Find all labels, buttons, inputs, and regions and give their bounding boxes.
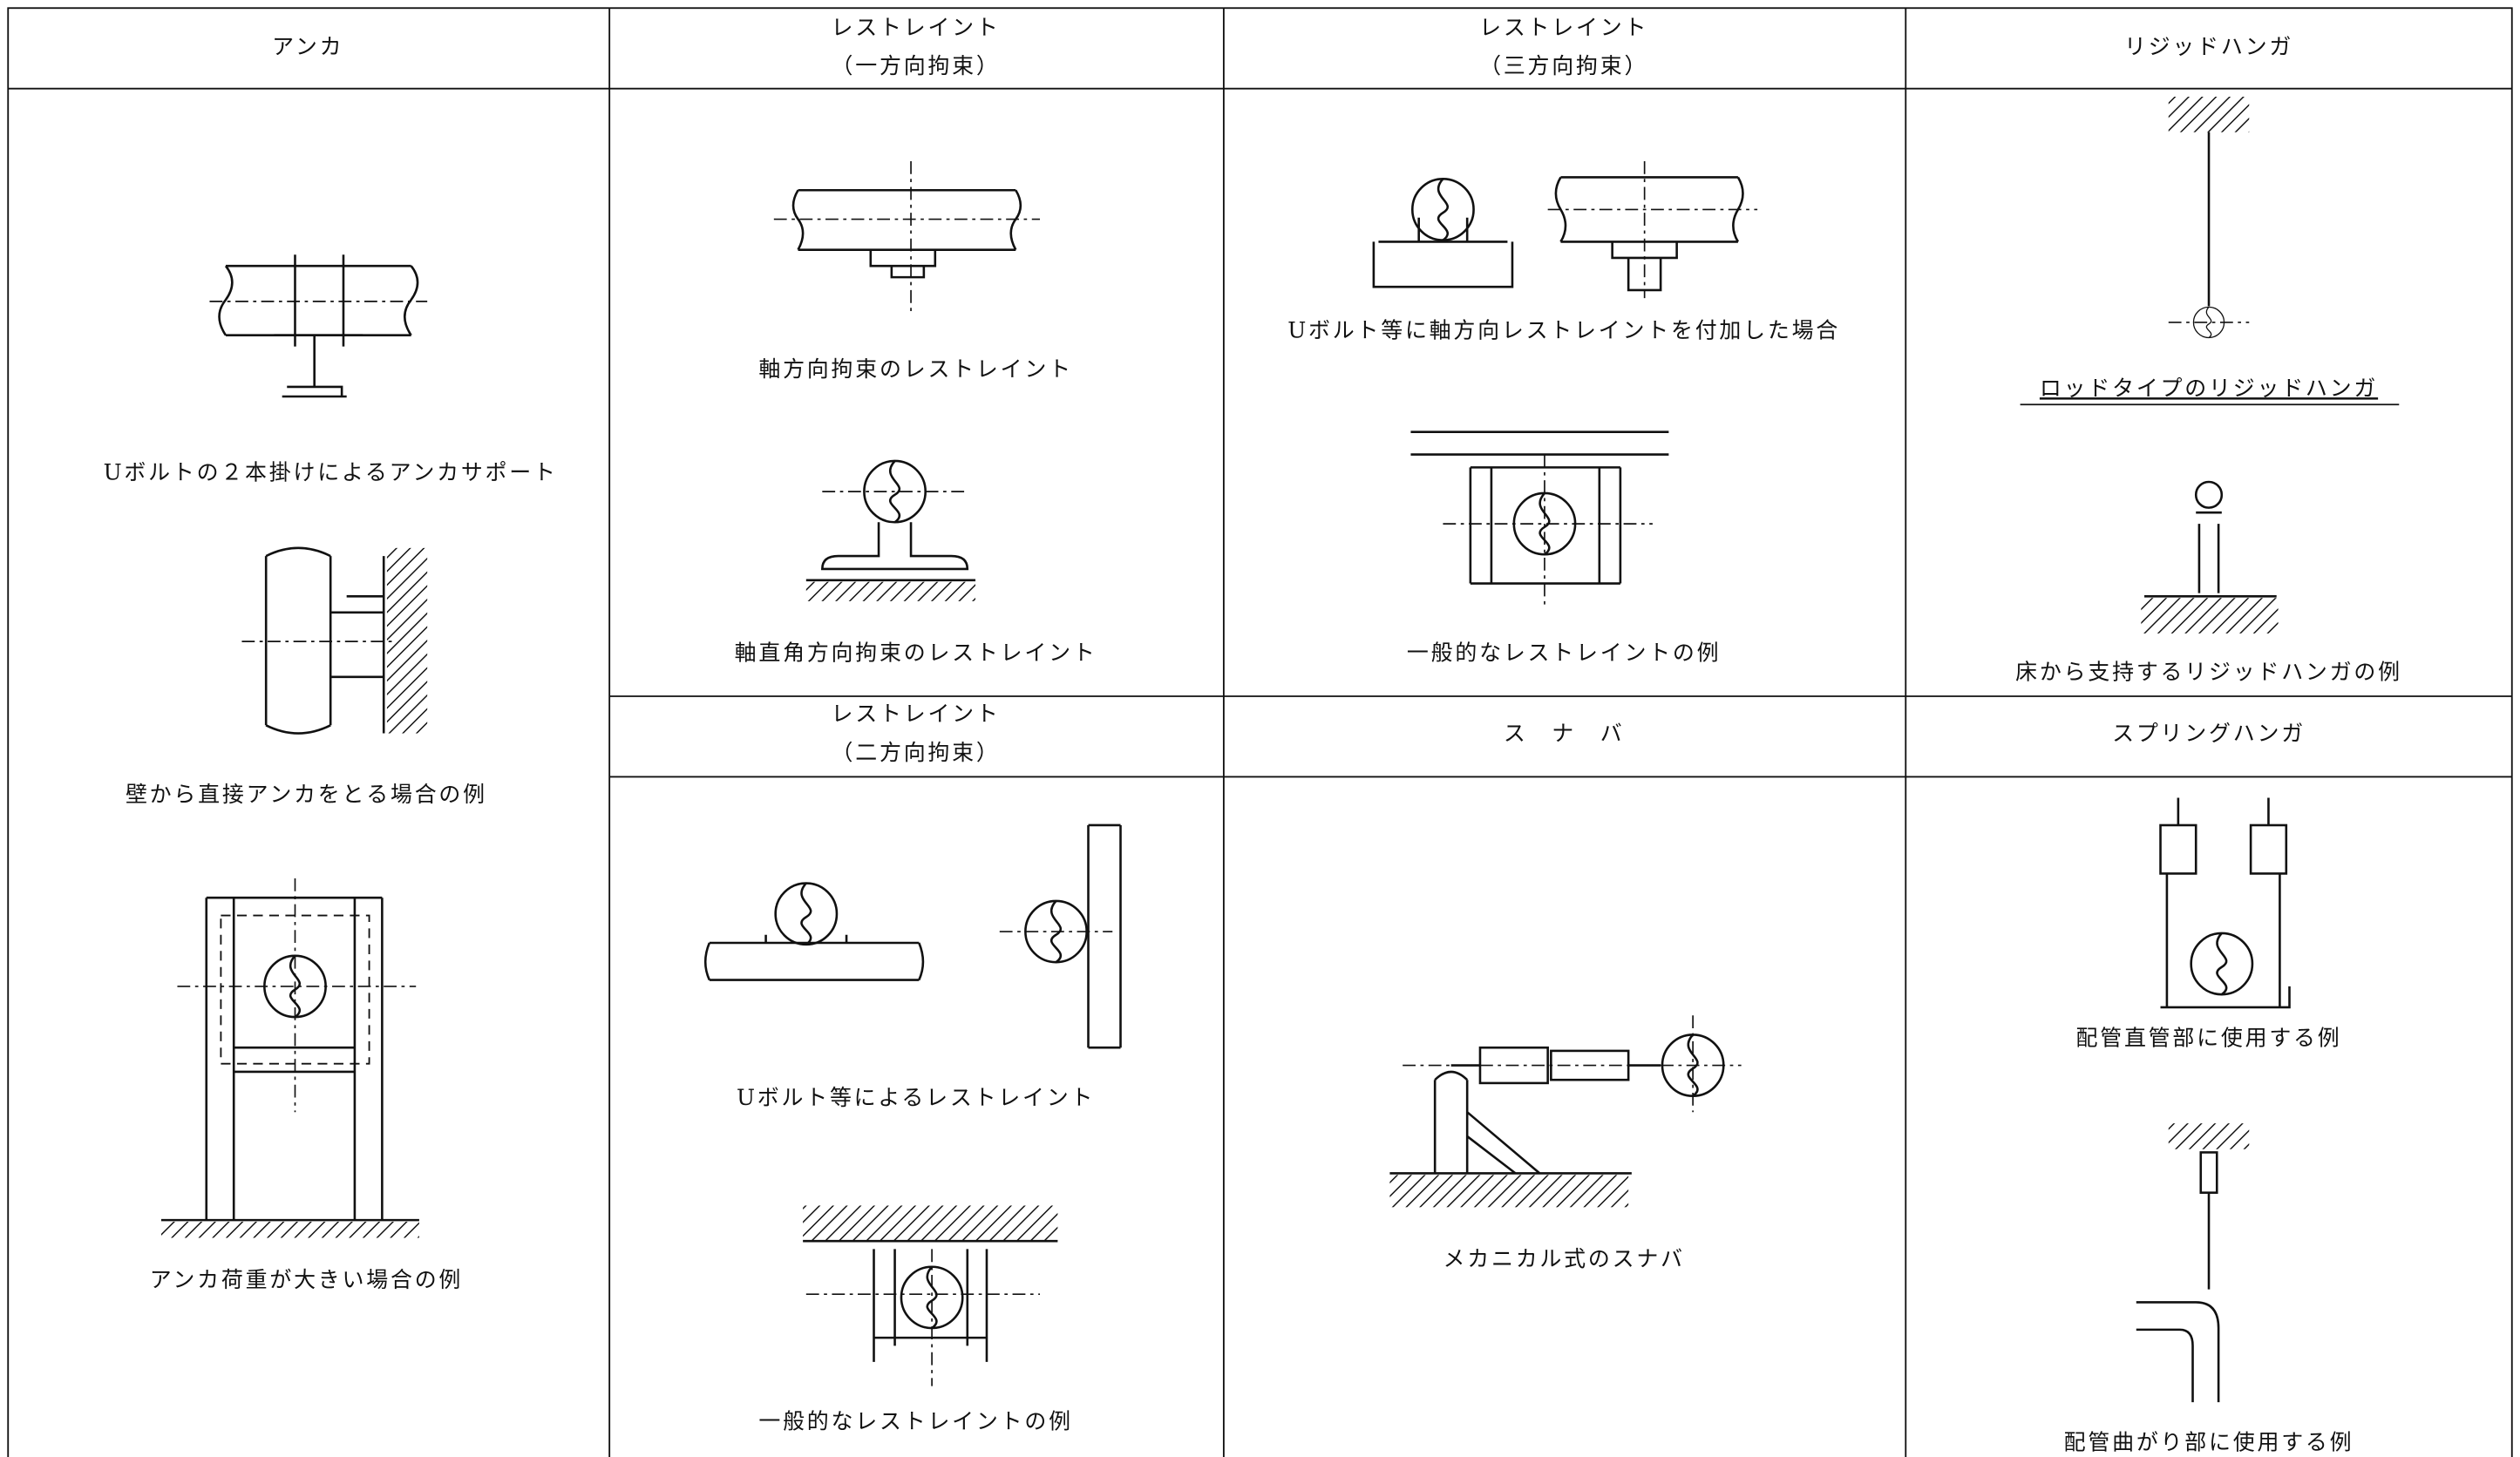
caption: ロッドタイプのリジッドハンガ	[2040, 376, 2378, 401]
caption: 一般的なレストレイントの例	[1407, 640, 1721, 665]
caption: 壁から直接アンカをとる場合の例	[126, 782, 487, 807]
header: スプリングハンガ	[2112, 721, 2306, 746]
header: ス ナ バ	[1504, 721, 1625, 746]
caption: Uボルト等に軸方向レストレイントを付加した場合	[1287, 318, 1840, 343]
header: リジッドハンガ	[2124, 34, 2293, 59]
header: レストレイント	[832, 701, 1001, 727]
caption: 軸直角方向拘束のレストレイント	[735, 640, 1097, 665]
header: アンカ	[272, 34, 343, 59]
caption: 床から支持するリジッドハンガの例	[2015, 660, 2402, 685]
header: レストレイント	[832, 15, 1001, 40]
drawings	[160, 96, 2291, 1403]
header: （三方向拘束）	[1479, 53, 1648, 78]
header: レストレイント	[1479, 15, 1648, 40]
captions: Uボルトの２本掛けによるアンカサポート 壁から直接アンカをとる場合の例 アンカ荷…	[104, 318, 2402, 1455]
caption: Uボルトの２本掛けによるアンカサポート	[104, 459, 558, 485]
caption: メカニカル式のスナバ	[1443, 1246, 1685, 1271]
header: （一方向拘束）	[832, 53, 1001, 78]
caption: 配管曲がり部に使用する例	[2064, 1430, 2354, 1455]
caption: 一般的なレストレイントの例	[758, 1409, 1072, 1434]
caption: アンカ荷重が大きい場合の例	[150, 1267, 463, 1292]
caption: 配管直管部に使用する例	[2076, 1025, 2342, 1050]
caption: Uボルト等によるレストレイント	[737, 1085, 1095, 1110]
header: （二方向拘束）	[832, 740, 1001, 765]
header-text: アンカ レストレイント （一方向拘束） レストレイント （三方向拘束） リジッド…	[272, 15, 2306, 765]
caption: 軸方向拘束のレストレイント	[758, 356, 1072, 382]
table-grid	[7, 7, 2513, 1457]
